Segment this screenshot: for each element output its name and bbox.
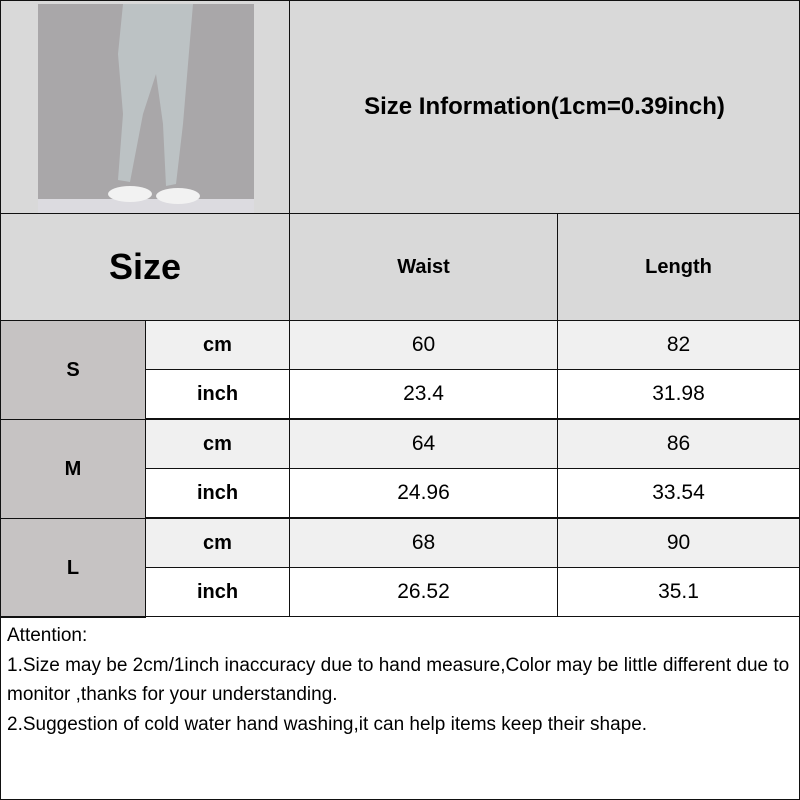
header-size: Size — [0, 213, 290, 321]
header-waist: Waist — [289, 213, 558, 321]
header-length: Length — [557, 213, 800, 321]
unit-label: inch — [145, 567, 290, 617]
length-value: 86 — [557, 419, 800, 469]
unit-label: inch — [145, 369, 290, 419]
size-label: S — [0, 320, 146, 420]
waist-value: 24.96 — [289, 468, 558, 518]
length-value: 35.1 — [557, 567, 800, 617]
length-value: 31.98 — [557, 369, 800, 419]
unit-label: cm — [145, 320, 290, 370]
attention-notes: Attention: 1.Size may be 2cm/1inch inaccu… — [0, 616, 800, 800]
length-value: 33.54 — [557, 468, 800, 518]
length-value: 82 — [557, 320, 800, 370]
size-label: M — [0, 419, 146, 519]
waist-value: 60 — [289, 320, 558, 370]
attention-line-2: 2.Suggestion of cold water hand washing,… — [7, 713, 648, 735]
waist-value: 26.52 — [289, 567, 558, 617]
title: Size Information(1cm=0.39inch) — [289, 0, 800, 214]
product-image-cell — [0, 0, 290, 214]
waist-value: 23.4 — [289, 369, 558, 419]
unit-label: cm — [145, 518, 290, 568]
product-photo-leggings — [38, 4, 254, 214]
unit-label: inch — [145, 468, 290, 518]
attention-heading: Attention: — [7, 625, 88, 646]
unit-label: cm — [145, 419, 290, 469]
length-value: 90 — [557, 518, 800, 568]
attention-line-1: 1.Size may be 2cm/1inch inaccuracy due t… — [7, 654, 795, 706]
size-label: L — [0, 518, 146, 618]
waist-value: 64 — [289, 419, 558, 469]
waist-value: 68 — [289, 518, 558, 568]
